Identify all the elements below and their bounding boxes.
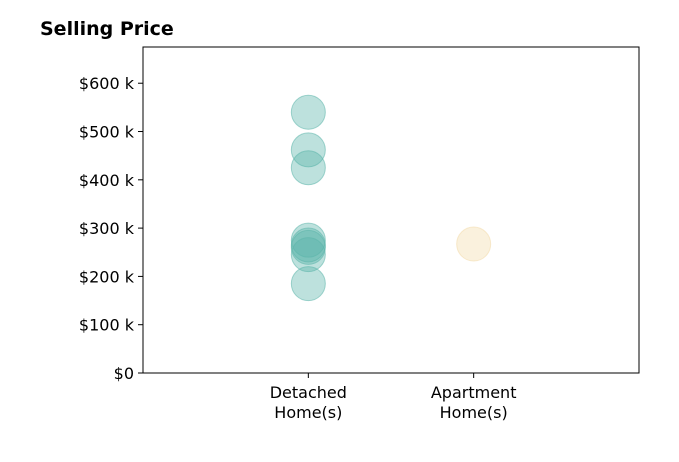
y-tick-label: $200 k — [79, 267, 135, 286]
y-tick-label: $600 k — [79, 74, 135, 93]
scatter-point — [290, 150, 326, 186]
scatter-point — [290, 266, 326, 302]
y-axis: $0 $100 k $200 k $300 k $400 k $500 k $600 k — [79, 74, 143, 383]
scatter-point — [290, 237, 326, 273]
chart-title: Selling Price — [40, 18, 174, 40]
scatter-point — [456, 226, 492, 262]
y-tick-label: $400 k — [79, 171, 135, 190]
y-tick-label: $100 k — [79, 316, 135, 335]
x-axis: Detached Home(s) Apartment Home(s) — [270, 373, 517, 422]
x-tick-label: Detached Home(s) — [270, 383, 347, 422]
scatter-point — [290, 132, 326, 168]
y-tick-label: $0 — [114, 364, 134, 383]
data-points — [290, 94, 492, 302]
scatter-point — [290, 222, 326, 258]
x-tick-label: Apartment Home(s) — [431, 383, 517, 422]
y-tick-label: $500 k — [79, 123, 135, 142]
scatter-point — [290, 229, 326, 265]
scatter-point — [290, 94, 326, 130]
plot-area-frame — [142, 46, 640, 374]
y-tick-label: $300 k — [79, 219, 135, 238]
